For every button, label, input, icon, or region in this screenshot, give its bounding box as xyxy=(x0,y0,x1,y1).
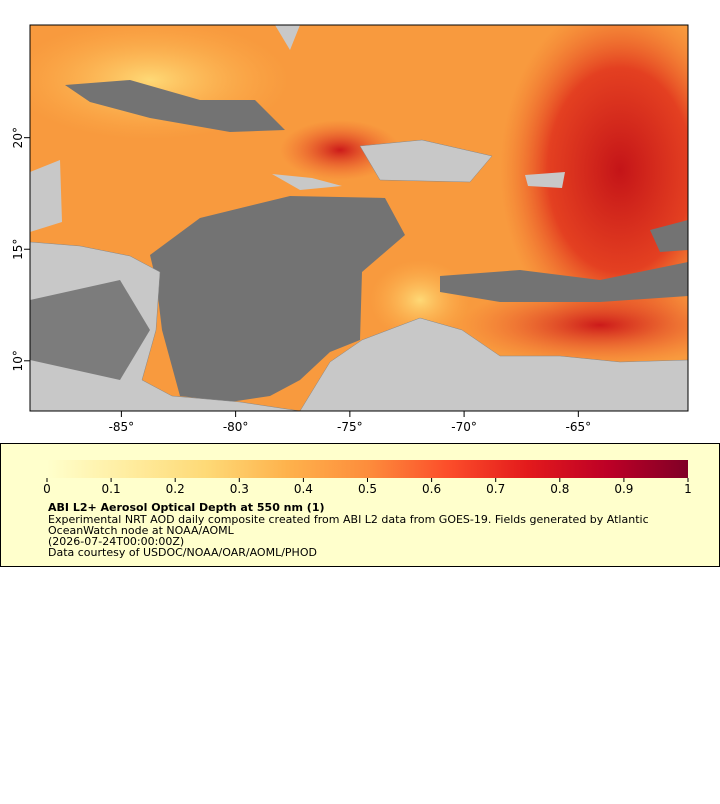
y-tick-label: 10° xyxy=(11,350,25,371)
x-tick-label: -65° xyxy=(566,420,592,434)
legend-line: Data courtesy of USDOC/NOAA/OAR/AOML/PHO… xyxy=(48,546,317,559)
colorbar-tick-label: 0.6 xyxy=(422,482,441,496)
colorbar-tick-label: 0.8 xyxy=(550,482,569,496)
x-tick-label: -80° xyxy=(223,420,249,434)
legend-line: (2026-07-24T00:00:00Z) xyxy=(48,535,184,548)
colorbar-tick-label: 0.7 xyxy=(486,482,505,496)
aod-field xyxy=(460,285,688,365)
legend-title: ABI L2+ Aerosol Optical Depth at 550 nm … xyxy=(48,501,325,514)
land xyxy=(275,25,300,50)
colorbar-tick-label: 0.2 xyxy=(166,482,185,496)
x-tick-label: -75° xyxy=(337,420,363,434)
map xyxy=(30,25,688,411)
x-tick-label: -85° xyxy=(109,420,135,434)
legend-line: OceanWatch node at NOAA/AOML xyxy=(48,524,235,537)
land xyxy=(272,174,342,190)
colorbar-tick-label: 1 xyxy=(684,482,692,496)
colorbar: 0 0.1 0.2 0.3 0.4 0.5 0.6 0.7 0.8 0.9 1 xyxy=(43,460,692,496)
map-frame xyxy=(29,24,689,412)
land xyxy=(30,160,62,232)
axes: -85° -80° -75° -70° -65° 10° 15° 20° xyxy=(11,127,591,434)
colorbar-tick-label: 0.4 xyxy=(294,482,313,496)
y-tick-label: 15° xyxy=(11,239,25,260)
land xyxy=(525,172,565,188)
x-tick-label: -70° xyxy=(451,420,477,434)
land xyxy=(299,317,688,411)
aod-field xyxy=(500,25,688,340)
legend-line: Experimental NRT AOD daily composite cre… xyxy=(48,513,649,526)
colorbar-scale xyxy=(47,460,688,478)
colorbar-tick-label: 0.5 xyxy=(358,482,377,496)
no-data xyxy=(150,196,405,402)
y-tick-label: 20° xyxy=(11,127,25,148)
no-data xyxy=(440,262,688,302)
colorbar-tick-label: 0.9 xyxy=(614,482,633,496)
colorbar-tick-label: 0 xyxy=(43,482,51,496)
no-data xyxy=(30,280,150,380)
colorbar-tick-label: 0.3 xyxy=(230,482,249,496)
no-data xyxy=(65,80,285,132)
no-data xyxy=(650,220,688,252)
aod-field xyxy=(280,120,400,180)
colorbar-tick-label: 0.1 xyxy=(102,482,121,496)
land xyxy=(359,139,493,183)
